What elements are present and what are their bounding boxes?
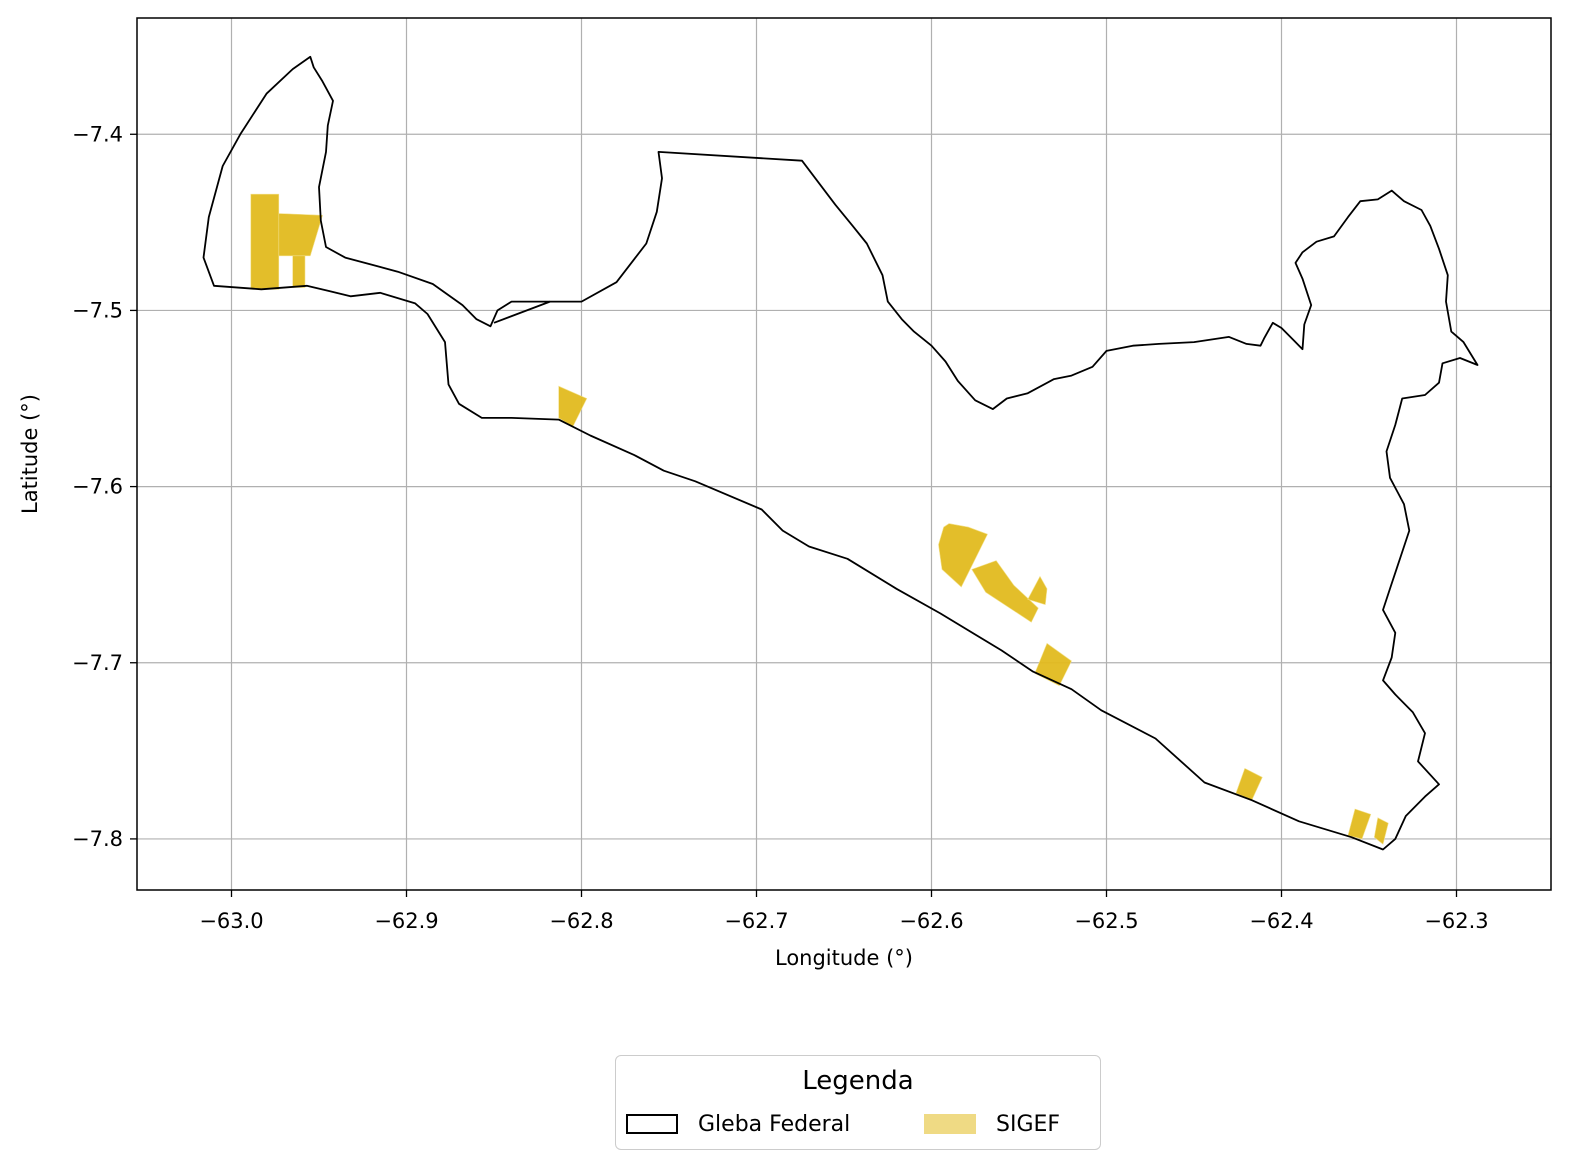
x-axis-label: Longitude (°) (775, 946, 913, 970)
y-tick-label-0: −7.4 (72, 122, 123, 146)
sigef-parcel-3 (558, 385, 588, 428)
grid-lines (137, 18, 1551, 890)
gleba-federal-divider (493, 300, 551, 324)
x-tick-label-1: −62.9 (374, 909, 438, 933)
y-tick-label-4: −7.8 (72, 827, 123, 851)
x-tick-label-5: −62.5 (1074, 909, 1138, 933)
y-tick-label-2: −7.6 (72, 475, 123, 499)
legend-title: Legenda (802, 1066, 914, 1096)
legend-entry-gleba-federal: Gleba Federal (626, 1109, 850, 1139)
legend-swatch-gleba-federal (626, 1114, 678, 1134)
x-tick-label-3: −62.7 (724, 909, 788, 933)
y-axis-label: Latitude (°) (18, 394, 42, 514)
sigef-parcel-1 (278, 213, 323, 257)
x-tick-label-2: −62.8 (549, 909, 613, 933)
sigef-parcel-9 (1347, 808, 1372, 840)
x-tick-label-7: −62.3 (1424, 909, 1488, 933)
legend-label-gleba-federal: Gleba Federal (698, 1111, 851, 1137)
y-tick-label-1: −7.5 (72, 298, 123, 322)
x-tick-label-4: −62.6 (899, 909, 963, 933)
sigef-parcel-0 (250, 193, 280, 290)
x-tick-label-6: −62.4 (1249, 909, 1313, 933)
x-tick-label-0: −63.0 (199, 909, 263, 933)
legend-entry-sigef: SIGEF (924, 1109, 1060, 1139)
sigef-parcel-4 (938, 523, 988, 588)
sigef-parcel-5 (971, 560, 1039, 623)
sigef-parcel-7 (1034, 642, 1072, 687)
gleba-federal-boundary (202, 55, 1479, 851)
sigef-layer (250, 193, 1389, 845)
gleba-federal-layer (202, 55, 1479, 851)
legend-label-sigef: SIGEF (996, 1111, 1061, 1137)
sigef-parcel-10 (1373, 817, 1389, 845)
legend-swatch-sigef (924, 1114, 976, 1134)
legend: Legenda Gleba Federal SIGEF (615, 1055, 1101, 1150)
y-tick-label-3: −7.7 (72, 651, 123, 675)
sigef-parcel-6 (1027, 575, 1048, 605)
axis-ticks: −63.0 −62.9 −62.8 −62.7 −62.6 −62.5 −62.4 −62.3… (72, 122, 1489, 933)
plot-frame (136, 17, 1552, 891)
sigef-parcel-2 (292, 255, 306, 288)
